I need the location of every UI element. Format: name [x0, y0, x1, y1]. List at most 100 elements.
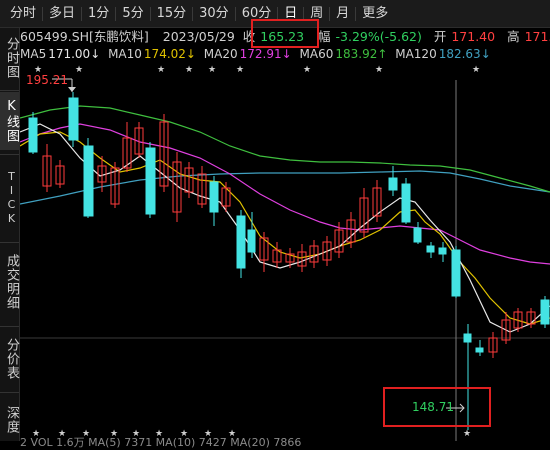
star-icon: ★: [303, 65, 311, 75]
candle-up: [334, 229, 344, 253]
sidebar-kline[interactable]: K线图: [0, 92, 19, 150]
tab-divider: [303, 6, 305, 21]
candle-up: [110, 167, 120, 205]
tab-divider: [115, 6, 117, 21]
star-icon: ★: [208, 65, 216, 75]
quote-date: 2023/05/29: [162, 29, 235, 44]
ma20-line: [19, 123, 550, 265]
low-marker: [446, 403, 465, 413]
ma10-value: 174.02↓: [143, 47, 196, 61]
tab-15min[interactable]: 15分: [156, 6, 187, 21]
star-icon: ★: [472, 65, 480, 75]
candle-down: [68, 97, 79, 141]
ma20-value: 172.91↓: [239, 47, 292, 61]
tab-1min[interactable]: 1分: [88, 6, 110, 21]
close-value: 165.23: [260, 29, 305, 44]
ma5-label: MA5: [20, 47, 47, 61]
star-icon: ★: [82, 429, 90, 439]
kline-svg: ★ ★ ★ ★ ★ ★ ★ ★ ★ ★ ★ ★ ★ ★ ★ ★ ★ ★ ★: [19, 65, 550, 441]
open-label: 开: [433, 29, 447, 44]
tab-day[interactable]: 日: [284, 6, 298, 21]
ma5-line: [19, 123, 550, 333]
tab-divider: [355, 6, 357, 21]
sidebar-divider: [0, 326, 19, 327]
star-icon: ★: [236, 65, 244, 75]
candle-down: [475, 347, 484, 353]
candle-down: [28, 117, 38, 153]
candle-down: [426, 245, 435, 253]
event-stars: ★ ★ ★ ★ ★ ★ ★ ★ ★: [34, 65, 480, 75]
low-highlight-box: [383, 387, 491, 427]
candle-up: [184, 167, 194, 193]
kline-chart[interactable]: ★ ★ ★ ★ ★ ★ ★ ★ ★ ★ ★ ★ ★ ★ ★ ★ ★ ★ ★: [19, 62, 550, 441]
tab-week[interactable]: 周: [310, 6, 324, 21]
star-icon: ★: [132, 429, 140, 439]
high-label: 高: [507, 29, 520, 44]
candlesticks: [28, 92, 550, 430]
candle-up: [372, 187, 382, 217]
tab-divider: [329, 6, 331, 21]
candle-up: [172, 161, 182, 213]
sidebar-timeshare[interactable]: 分时图: [4, 37, 19, 79]
sidebar-tick[interactable]: TICK: [5, 170, 18, 226]
sidebar-depth[interactable]: 深度: [4, 406, 19, 434]
candle-up: [513, 311, 523, 329]
sidebar-divider: [0, 392, 19, 393]
star-icon: ★: [75, 65, 83, 75]
candle-up: [526, 311, 536, 325]
period-toolbar: 分时 多日 1分 5分 15分 30分 60分 日 周 月 更多: [0, 0, 550, 28]
event-stars-bottom: ★ ★ ★ ★ ★ ★ ★ ★ ★ ★: [32, 429, 471, 439]
candle-up: [159, 121, 169, 187]
ma120-line: [19, 170, 550, 205]
sidebar-divider: [0, 90, 19, 91]
sidebar-deals[interactable]: 成交明细: [4, 254, 19, 310]
tab-multiday[interactable]: 多日: [49, 6, 76, 21]
candle-down: [236, 215, 246, 269]
candle-up: [359, 197, 369, 233]
candle-up: [346, 219, 356, 243]
tab-month[interactable]: 月: [336, 6, 350, 21]
tab-timeshare[interactable]: 分时: [10, 6, 37, 21]
volume-legend: 2 VOL 1.6万 MA(5) 7371 MA(10) 7427 MA(20)…: [20, 436, 302, 449]
ma60-value: 183.92↑: [335, 47, 388, 61]
change-label: 幅: [318, 29, 331, 44]
star-icon: ★: [375, 65, 383, 75]
candle-up: [221, 187, 231, 207]
candle-down: [540, 299, 550, 325]
sidebar-divider: [0, 242, 19, 243]
tab-5min[interactable]: 5分: [122, 6, 144, 21]
tab-60min[interactable]: 60分: [241, 6, 272, 21]
change-value: -3.29%(-5.62): [335, 29, 422, 44]
tab-divider: [192, 6, 194, 21]
star-icon: ★: [185, 65, 193, 75]
tab-divider: [81, 6, 83, 21]
candle-down: [209, 181, 219, 213]
quote-info-bar: 605499.SH[东鹏饮料] 2023/05/29 收 165.23 幅 -3…: [20, 28, 550, 46]
high-price-label: 195.21: [26, 73, 68, 87]
candle-down: [401, 183, 411, 223]
star-icon: ★: [110, 429, 118, 439]
candle-up: [259, 237, 269, 261]
star-icon: ★: [34, 65, 42, 75]
open-value: 171.40: [451, 29, 496, 44]
candle-down: [247, 229, 256, 253]
candle-up: [272, 249, 282, 263]
ma60-line: [19, 105, 550, 193]
candle-down: [145, 147, 156, 215]
high-value: 171.7: [524, 29, 550, 44]
high-marker: [52, 78, 76, 92]
low-price-label: 148.71: [412, 400, 454, 414]
ma10-label: MA10: [108, 47, 142, 61]
candle-up: [322, 241, 332, 261]
sidebar-price-table[interactable]: 分价表: [4, 338, 19, 380]
candle-up: [197, 173, 207, 205]
candle-up: [501, 319, 511, 341]
tab-more[interactable]: 更多: [362, 6, 389, 21]
tab-30min[interactable]: 30分: [199, 6, 229, 21]
ma120-value: 182.63↓: [438, 47, 491, 61]
tab-divider: [149, 6, 151, 21]
candle-down: [451, 249, 461, 297]
candle-up: [488, 337, 498, 353]
candle-up: [297, 251, 307, 267]
candle-up: [42, 155, 52, 187]
